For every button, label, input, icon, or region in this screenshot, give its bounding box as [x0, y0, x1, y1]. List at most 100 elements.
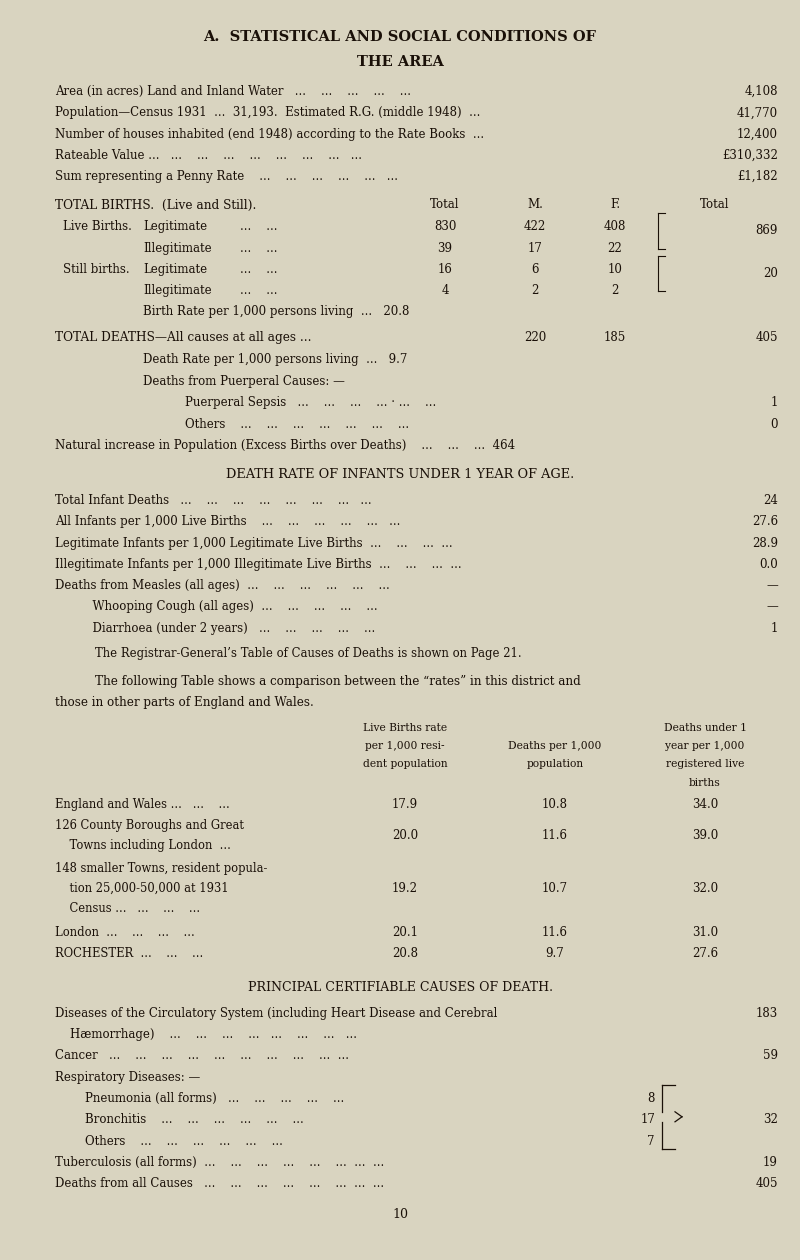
Text: 24: 24	[763, 494, 778, 507]
Text: 34.0: 34.0	[692, 798, 718, 811]
Text: Deaths per 1,000: Deaths per 1,000	[508, 741, 602, 751]
Text: Total: Total	[430, 199, 460, 212]
Text: 8: 8	[648, 1092, 655, 1105]
Text: 11.6: 11.6	[542, 926, 568, 939]
Text: 17: 17	[640, 1114, 655, 1126]
Text: Rateable Value ...   ...    ...    ...    ...    ...    ...    ...   ...: Rateable Value ... ... ... ... ... ... .…	[55, 149, 362, 161]
Text: births: births	[689, 777, 721, 788]
Text: those in other parts of England and Wales.: those in other parts of England and Wale…	[55, 697, 314, 709]
Text: 830: 830	[434, 220, 456, 233]
Text: 20.8: 20.8	[392, 948, 418, 960]
Text: 183: 183	[756, 1007, 778, 1019]
Text: 10: 10	[392, 1208, 408, 1221]
Text: £1,182: £1,182	[738, 170, 778, 183]
Text: The following Table shows a comparison between the “rates” in this district and: The following Table shows a comparison b…	[95, 674, 581, 688]
Text: F.: F.	[610, 199, 620, 212]
Text: 0.0: 0.0	[759, 558, 778, 571]
Text: 10.7: 10.7	[542, 882, 568, 895]
Text: Population—Census 1931  ...  31,193.  Estimated R.G. (middle 1948)  ...: Population—Census 1931 ... 31,193. Estim…	[55, 106, 480, 120]
Text: 7: 7	[647, 1134, 655, 1148]
Text: Death Rate per 1,000 persons living  ...   9.7: Death Rate per 1,000 persons living ... …	[143, 353, 407, 365]
Text: 17.9: 17.9	[392, 798, 418, 811]
Text: 22: 22	[608, 242, 622, 255]
Text: Diarrhoea (under 2 years)   ...    ...    ...    ...    ...: Diarrhoea (under 2 years) ... ... ... ..…	[55, 621, 375, 635]
Text: 31.0: 31.0	[692, 926, 718, 939]
Text: 32.0: 32.0	[692, 882, 718, 895]
Text: per 1,000 resi-: per 1,000 resi-	[365, 741, 445, 751]
Text: Number of houses inhabited (end 1948) according to the Rate Books  ...: Number of houses inhabited (end 1948) ac…	[55, 127, 484, 141]
Text: 2: 2	[611, 285, 618, 297]
Text: Legitimate: Legitimate	[143, 220, 207, 233]
Text: Deaths from Puerperal Causes: —: Deaths from Puerperal Causes: —	[143, 374, 345, 388]
Text: 17: 17	[527, 242, 542, 255]
Text: —: —	[766, 601, 778, 614]
Text: population: population	[526, 760, 583, 770]
Text: Cancer   ...    ...    ...    ...    ...    ...    ...    ...    ...  ...: Cancer ... ... ... ... ... ... ... ... .…	[55, 1050, 349, 1062]
Text: All Infants per 1,000 Live Births    ...    ...    ...    ...    ...   ...: All Infants per 1,000 Live Births ... ..…	[55, 515, 400, 528]
Text: THE AREA: THE AREA	[357, 55, 443, 69]
Text: Birth Rate per 1,000 persons living  ...   20.8: Birth Rate per 1,000 persons living ... …	[143, 305, 410, 319]
Text: 10: 10	[607, 263, 622, 276]
Text: ...    ...: ... ...	[240, 263, 278, 276]
Text: 2: 2	[531, 285, 538, 297]
Text: Area (in acres) Land and Inland Water   ...    ...    ...    ...    ...: Area (in acres) Land and Inland Water ..…	[55, 84, 422, 98]
Text: —: —	[766, 580, 778, 592]
Text: tion 25,000-50,000 at 1931: tion 25,000-50,000 at 1931	[55, 882, 229, 895]
Text: 28.9: 28.9	[752, 537, 778, 549]
Text: Deaths from Measles (all ages)  ...    ...    ...    ...    ...    ...: Deaths from Measles (all ages) ... ... .…	[55, 580, 390, 592]
Text: Illegitimate: Illegitimate	[143, 242, 212, 255]
Text: 20.0: 20.0	[392, 829, 418, 842]
Text: 4,108: 4,108	[745, 84, 778, 98]
Text: TOTAL BIRTHS.  (Live and Still).: TOTAL BIRTHS. (Live and Still).	[55, 199, 256, 212]
Text: 148 smaller Towns, resident popula-: 148 smaller Towns, resident popula-	[55, 862, 267, 874]
Text: 6: 6	[531, 263, 538, 276]
Text: Towns including London  ...: Towns including London ...	[55, 839, 231, 852]
Text: Others    ...    ...    ...    ...    ...    ...    ...: Others ... ... ... ... ... ... ...	[185, 418, 409, 431]
Text: Bronchitis    ...    ...    ...    ...    ...    ...: Bronchitis ... ... ... ... ... ...	[55, 1114, 304, 1126]
Text: 12,400: 12,400	[737, 127, 778, 141]
Text: 39: 39	[438, 242, 453, 255]
Text: ROCHESTER  ...    ...    ...: ROCHESTER ... ... ...	[55, 948, 203, 960]
Text: 10.8: 10.8	[542, 798, 568, 811]
Text: DEATH RATE OF INFANTS UNDER 1 YEAR OF AGE.: DEATH RATE OF INFANTS UNDER 1 YEAR OF AG…	[226, 469, 574, 481]
Text: 27.6: 27.6	[752, 515, 778, 528]
Text: 1: 1	[770, 621, 778, 635]
Text: Whooping Cough (all ages)  ...    ...    ...    ...    ...: Whooping Cough (all ages) ... ... ... ..…	[55, 601, 378, 614]
Text: Pneumonia (all forms)   ...    ...    ...    ...    ...: Pneumonia (all forms) ... ... ... ... ..…	[55, 1092, 344, 1105]
Text: Sum representing a Penny Rate    ...    ...    ...    ...    ...   ...: Sum representing a Penny Rate ... ... ..…	[55, 170, 398, 183]
Text: Illegitimate Infants per 1,000 Illegitimate Live Births  ...    ...    ...  ...: Illegitimate Infants per 1,000 Illegitim…	[55, 558, 462, 571]
Text: Live Births.: Live Births.	[63, 220, 132, 233]
Text: A.  STATISTICAL AND SOCIAL CONDITIONS OF: A. STATISTICAL AND SOCIAL CONDITIONS OF	[203, 30, 597, 44]
Text: Others    ...    ...    ...    ...    ...    ...: Others ... ... ... ... ... ...	[55, 1134, 283, 1148]
Text: Deaths under 1: Deaths under 1	[663, 723, 746, 733]
Text: ...    ...: ... ...	[240, 285, 278, 297]
Text: England and Wales ...   ...    ...: England and Wales ... ... ...	[55, 798, 230, 811]
Text: 405: 405	[755, 1177, 778, 1191]
Text: The Registrar-General’s Table of Causes of Deaths is shown on Page 21.: The Registrar-General’s Table of Causes …	[95, 648, 522, 660]
Text: 20: 20	[763, 267, 778, 280]
Text: 405: 405	[755, 331, 778, 344]
Text: Legitimate Infants per 1,000 Legitimate Live Births  ...    ...    ...  ...: Legitimate Infants per 1,000 Legitimate …	[55, 537, 453, 549]
Text: 185: 185	[604, 331, 626, 344]
Text: ...    ...: ... ...	[240, 220, 278, 233]
Text: 422: 422	[524, 220, 546, 233]
Text: Live Births rate: Live Births rate	[363, 723, 447, 733]
Text: 408: 408	[604, 220, 626, 233]
Text: Tuberculosis (all forms)  ...    ...    ...    ...    ...    ...  ...  ...: Tuberculosis (all forms) ... ... ... ...…	[55, 1155, 384, 1169]
Text: M.: M.	[527, 199, 543, 212]
Text: Respiratory Diseases: —: Respiratory Diseases: —	[55, 1071, 200, 1084]
Text: £310,332: £310,332	[722, 149, 778, 161]
Text: 869: 869	[756, 224, 778, 237]
Text: 9.7: 9.7	[546, 948, 564, 960]
Text: Census ...   ...    ...    ...: Census ... ... ... ...	[55, 902, 200, 915]
Text: Legitimate: Legitimate	[143, 263, 207, 276]
Text: 220: 220	[524, 331, 546, 344]
Text: 32: 32	[763, 1114, 778, 1126]
Text: ...    ...: ... ...	[240, 242, 278, 255]
Text: 4: 4	[442, 285, 449, 297]
Text: dent population: dent population	[362, 760, 447, 770]
Text: 0: 0	[770, 418, 778, 431]
Text: Still births.: Still births.	[63, 263, 130, 276]
Text: London  ...    ...    ...    ...: London ... ... ... ...	[55, 926, 194, 939]
Text: TOTAL DEATHS—All causes at all ages ...: TOTAL DEATHS—All causes at all ages ...	[55, 331, 311, 344]
